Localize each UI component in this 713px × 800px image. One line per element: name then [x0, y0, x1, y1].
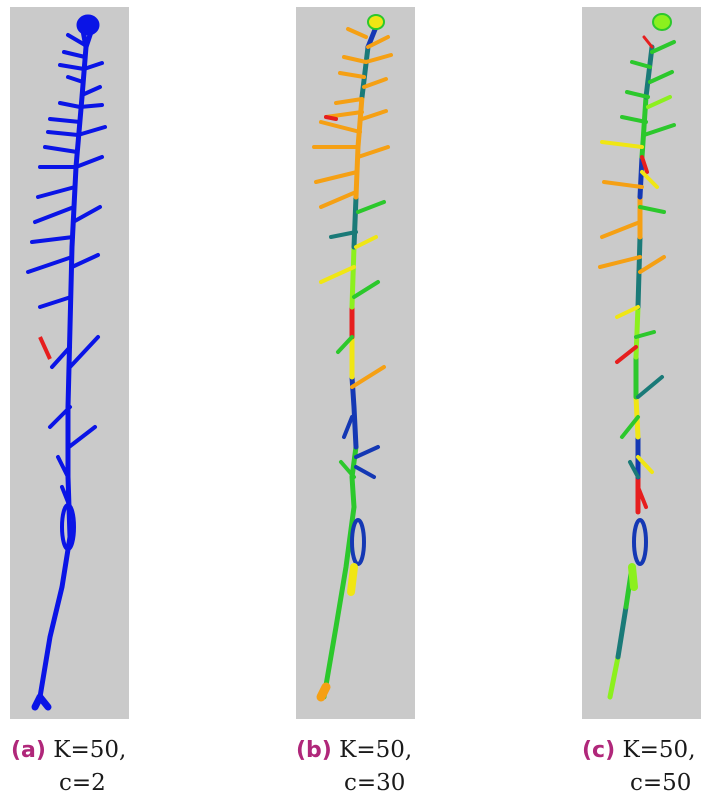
caption-a-line2: c=2 [59, 770, 106, 796]
plant-skeleton-b [312, 14, 393, 702]
caption-c-label: (c) [582, 738, 616, 763]
plant-skeleton-a [26, 14, 107, 711]
caption-b: (b) K=50, c=30 [296, 734, 412, 799]
plant-skeleton-c [598, 13, 676, 700]
caption-b-label: (b) [296, 738, 332, 763]
caption-c-line2: c=50 [630, 770, 692, 796]
panel-b-image [296, 7, 415, 719]
caption-c-line1: K=50, [622, 737, 696, 763]
panel-a-image [10, 7, 129, 719]
caption-a-label: (a) [11, 738, 46, 763]
caption-a-line1: K=50, [53, 737, 127, 763]
caption-c: (c) K=50, c=50 [582, 734, 696, 799]
caption-b-line1: K=50, [339, 737, 413, 763]
caption-b-line2: c=30 [344, 770, 406, 796]
panel-c-image [582, 7, 701, 719]
caption-a: (a) K=50, c=2 [11, 734, 126, 799]
